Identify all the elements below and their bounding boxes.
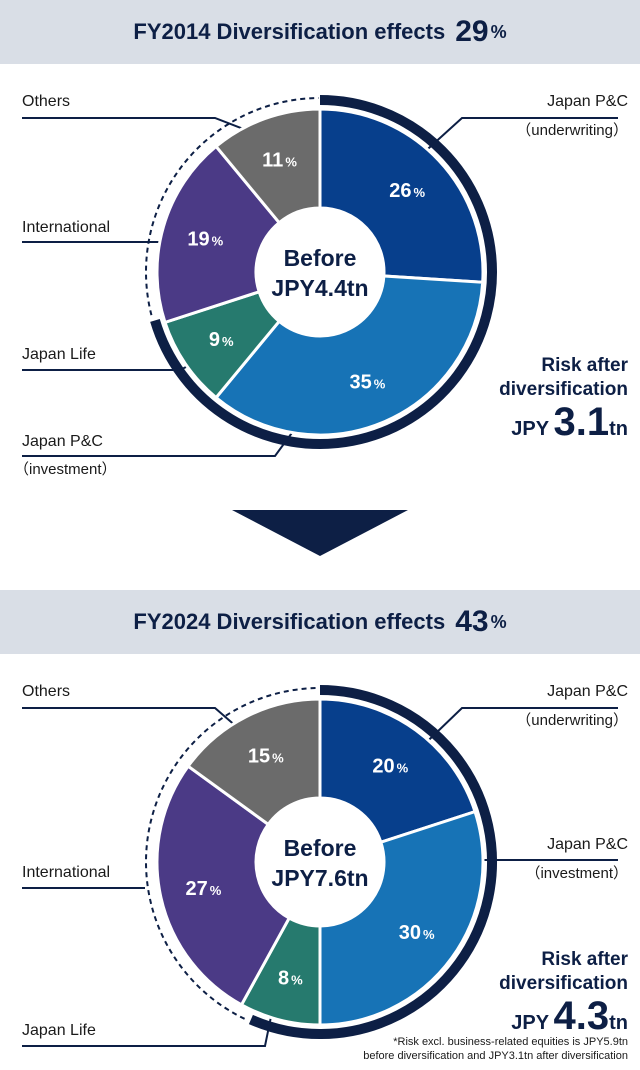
fy2024-risk-title-1: Risk after bbox=[541, 949, 628, 970]
footnote: *Risk excl. business-related equities is… bbox=[363, 1035, 628, 1063]
fy2014-section: FY2014 Diversification effects 29 % Befo… bbox=[0, 0, 640, 480]
fy2024-risk-amount: JPY 4.3tn bbox=[499, 996, 628, 1045]
fy2014-label-japan-life: Japan Life bbox=[22, 346, 96, 363]
fy2024-risk-currency: JPY bbox=[511, 1012, 550, 1034]
fy2014-value-label-japan-pc-investment: 35% bbox=[350, 372, 386, 394]
fy2014-slice-japan-pc-investment bbox=[213, 274, 485, 437]
fy2014-slice-others bbox=[213, 107, 322, 225]
fy2014-value-label-others: 11% bbox=[262, 150, 297, 172]
fy2014-risk-after-arc bbox=[150, 95, 497, 449]
fy2024-value-label-international: 27% bbox=[185, 878, 221, 900]
fy2014-label-japan-pc-investment: Japan P&C bbox=[22, 433, 103, 450]
fy2024-slice-japan-pc-underwriting bbox=[318, 697, 477, 845]
fy2014-label-international: International bbox=[22, 219, 111, 236]
fy2014-donut-chart: Before JPY4.4tn 26 % 35 % 9 % 19 % 11% bbox=[22, 95, 618, 457]
fy2014-value-label-japan-pc-underwriting: 26% bbox=[389, 180, 425, 202]
fy2024-title: FY2024 Diversification effects bbox=[133, 609, 446, 634]
fy2024-label-others: Others bbox=[22, 683, 71, 700]
down-triangle-icon bbox=[232, 510, 408, 556]
fy2014-label-others: Others bbox=[22, 93, 71, 110]
fy2014-label-japan-pc-investment-sub: （investment） bbox=[14, 461, 117, 478]
fy2014-risk-value: 3.1 bbox=[553, 400, 610, 444]
fy2024-risk-unit: tn bbox=[609, 1012, 628, 1034]
fy2024-slice-japan-pc-investment bbox=[318, 809, 485, 1027]
fy2014-risk-currency: JPY bbox=[511, 418, 550, 440]
fy2024-label-japan-pc-underwriting: Japan P&C bbox=[547, 683, 628, 700]
fy2024-effect-unit: % bbox=[490, 611, 507, 632]
fy2014-slice-international bbox=[155, 144, 282, 325]
fy2014-diversification-dashed-arc bbox=[145, 97, 319, 316]
fy2024-risk-title-2: diversification bbox=[499, 973, 628, 994]
fy2014-slice-japan-pc-underwriting bbox=[318, 107, 485, 284]
fy2014-header: FY2014 Diversification effects 29 % bbox=[0, 0, 640, 64]
footnote-line-1: *Risk excl. business-related equities is… bbox=[393, 1036, 628, 1048]
fy2014-value-label-international: 19% bbox=[187, 229, 223, 251]
fy2014-center-circle bbox=[258, 210, 382, 334]
fy2014-effect-value: 29 bbox=[455, 15, 489, 48]
fy2014-center-label-1: Before bbox=[284, 245, 357, 271]
fy2024-center-label-2: JPY7.6tn bbox=[271, 865, 368, 891]
fy2024-risk-value: 4.3 bbox=[553, 994, 610, 1038]
fy2024-center-circle bbox=[258, 800, 382, 924]
fy2014-risk-unit: tn bbox=[609, 418, 628, 440]
fy2014-risk-title-2: diversification bbox=[499, 379, 628, 400]
footnote-line-2: before diversification and JPY3.1tn afte… bbox=[363, 1050, 628, 1062]
fy2014-effect-unit: % bbox=[490, 21, 507, 42]
fy2014-value-label-japan-life: 9% bbox=[209, 329, 234, 351]
fy2024-value-label-others: 15% bbox=[248, 746, 284, 768]
fy2024-value-label-japan-life: 8% bbox=[278, 968, 303, 990]
fy2024-label-japan-pc-investment: Japan P&C bbox=[547, 836, 628, 853]
fy2014-risk-after: Risk after diversification JPY 3.1tn bbox=[499, 354, 628, 451]
fy2014-risk-amount: JPY 3.1tn bbox=[499, 402, 628, 451]
fy2024-slice-international bbox=[155, 764, 292, 1007]
fy2024-label-international: International bbox=[22, 864, 111, 881]
fy2024-section: FY2024 Diversification effects 43 % Befo… bbox=[0, 590, 640, 1070]
fy2014-label-japan-pc-underwriting-sub: （underwriting） bbox=[516, 122, 628, 139]
fy2024-donut-chart: Before JPY7.6tn 20 % 30 % 8 % 27 % 15% bbox=[22, 685, 618, 1047]
fy2024-label-japan-life: Japan Life bbox=[22, 1022, 96, 1039]
fy2024-value-label-japan-pc-underwriting: 20% bbox=[372, 755, 408, 777]
fy2024-diversification-dashed-arc bbox=[145, 687, 319, 1020]
fy2014-label-japan-pc-underwriting: Japan P&C bbox=[547, 93, 628, 110]
fy2014-center-label-2: JPY4.4tn bbox=[271, 275, 368, 301]
fy2024-center-label-1: Before bbox=[284, 835, 357, 861]
fy2024-value-label-japan-pc-investment: 30% bbox=[399, 922, 435, 944]
fy2024-header: FY2024 Diversification effects 43 % bbox=[0, 590, 640, 654]
fy2014-title: FY2014 Diversification effects bbox=[133, 19, 446, 44]
fy2024-slice-others bbox=[186, 697, 322, 827]
fy2024-risk-after-arc bbox=[248, 685, 497, 1039]
fy2024-label-japan-pc-underwriting-sub: （underwriting） bbox=[516, 712, 628, 729]
fy2024-effect-value: 43 bbox=[455, 605, 489, 638]
fy2014-risk-title-1: Risk after bbox=[541, 355, 628, 376]
fy2024-risk-after: Risk after diversification JPY 4.3tn bbox=[499, 948, 628, 1045]
fy2024-label-japan-pc-investment-sub: （investment） bbox=[525, 865, 628, 882]
